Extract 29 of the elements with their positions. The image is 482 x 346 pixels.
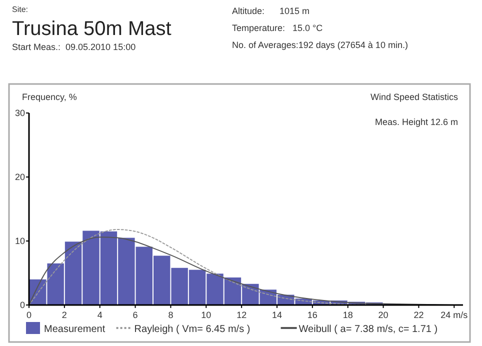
legend-label: Measurement [44, 324, 106, 335]
text: Site: [12, 5, 28, 14]
x-tick-label: 16 [307, 310, 318, 320]
chart-title: Trusina 50m Mast [12, 18, 172, 40]
text: Wind Speed Statistics [370, 92, 458, 102]
x-tick-label: 4 [97, 310, 102, 320]
text: Start Meas.: 09.05.2010 15:00 [12, 42, 136, 52]
text: No. of Averages:192 days (27654 à 10 min.) [232, 40, 408, 50]
text: Temperature: 15.0 °C [232, 23, 324, 33]
x-tick-label: 18 [342, 310, 353, 320]
x-tick-label: 14 [272, 310, 282, 320]
y-tick-label: 20 [14, 172, 25, 182]
y-tick-label: 0 [20, 300, 25, 310]
legend-label: Rayleigh ( Vm= 6.45 m/s ) [134, 324, 250, 335]
x-tick-label: 10 [201, 310, 212, 320]
x-tick-label: 8 [168, 310, 174, 320]
x-tick-label: 20 [378, 310, 388, 320]
y-axis-title: Frequency, % [22, 92, 77, 102]
text: Altitude: 1015 m [232, 6, 310, 16]
x-tick-label: 6 [132, 310, 138, 320]
y-tick-label: 10 [14, 236, 25, 246]
x-tick-label: 12 [236, 310, 247, 320]
x-tick-label: 0 [26, 310, 32, 320]
x-tick-label: 2 [62, 310, 67, 320]
x-tick-label: 22 [414, 310, 424, 320]
annotation: Meas. Height 12.6 m [374, 117, 458, 127]
x-tick-label: 24 m/s [440, 310, 468, 320]
legend-label: Weibull ( a= 7.38 m/s, c= 1.71 ) [298, 324, 438, 335]
y-tick-label: 30 [14, 108, 25, 118]
